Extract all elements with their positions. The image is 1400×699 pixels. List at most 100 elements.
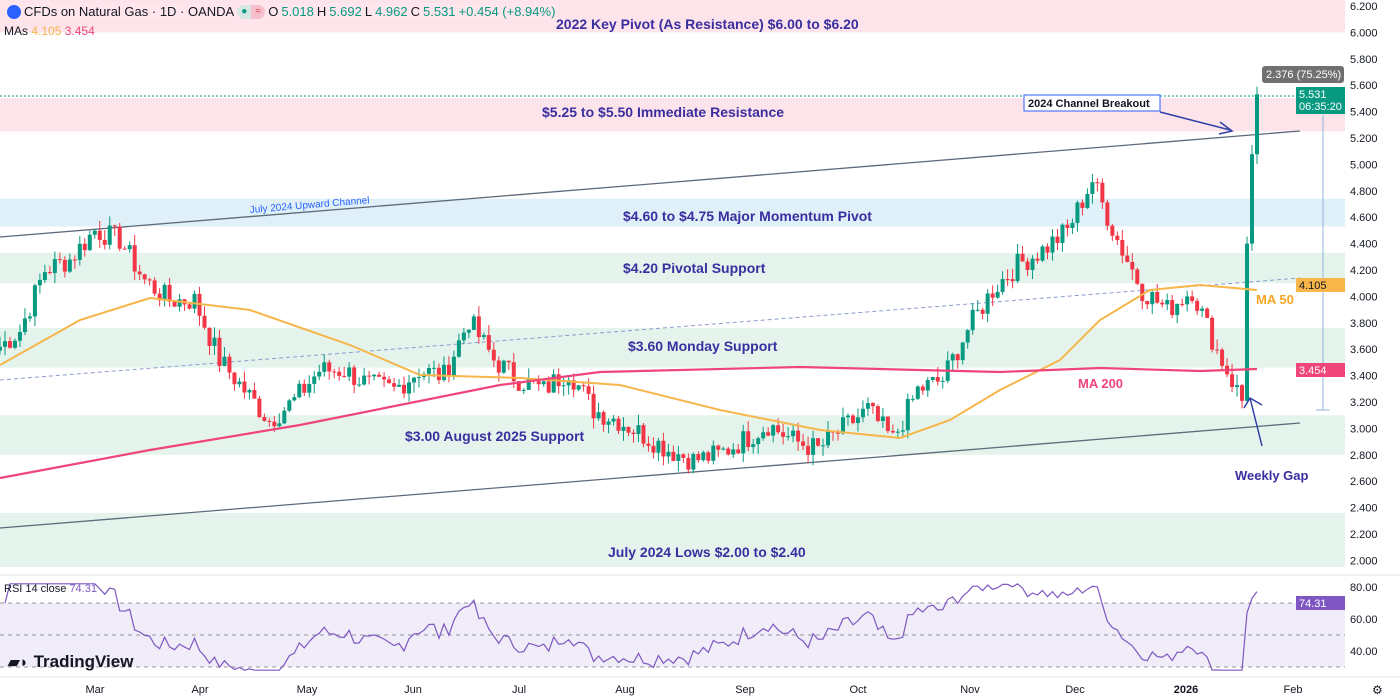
- y-tick: 2.200: [1350, 529, 1378, 541]
- candle: [766, 432, 771, 436]
- candle: [865, 403, 870, 409]
- candle: [1245, 243, 1250, 401]
- candle: [711, 445, 716, 461]
- candle: [187, 304, 192, 309]
- candle: [102, 239, 107, 245]
- candle: [202, 315, 207, 328]
- zone-3: [0, 252, 1345, 284]
- candle: [1190, 296, 1195, 301]
- y-tick: 3.400: [1350, 371, 1378, 383]
- candle: [152, 280, 157, 294]
- ma50-tag: [1296, 278, 1345, 292]
- candle: [292, 397, 297, 401]
- rsi-tag-text: 74.31: [1299, 598, 1327, 610]
- candle: [87, 234, 92, 251]
- candle: [561, 385, 566, 387]
- candle: [706, 452, 711, 461]
- rsi-legend[interactable]: RSI 14 close 74.31: [4, 583, 97, 595]
- candle: [905, 398, 910, 431]
- breakout-box: [1023, 94, 1161, 112]
- candle: [671, 451, 676, 461]
- candle: [1015, 253, 1020, 282]
- y-tick: 2.800: [1350, 450, 1378, 462]
- market-status[interactable]: ● ≈: [237, 4, 266, 19]
- candle: [436, 367, 441, 381]
- candle: [641, 425, 646, 444]
- candle: [511, 362, 516, 382]
- candle: [990, 293, 995, 298]
- candle: [1100, 182, 1105, 203]
- candle: [636, 425, 641, 435]
- y-tick: 4.400: [1350, 239, 1378, 251]
- candle: [751, 444, 756, 448]
- candle: [466, 329, 471, 333]
- candle: [1020, 253, 1025, 262]
- candle: [142, 274, 147, 280]
- candle: [456, 340, 461, 357]
- candle: [890, 430, 895, 433]
- tradingview-logo[interactable]: ▰◗ TradingView: [8, 652, 133, 672]
- candle: [1040, 246, 1045, 261]
- candle: [965, 330, 970, 343]
- candle: [112, 225, 117, 227]
- candle: [0, 346, 2, 351]
- candle: [412, 377, 417, 383]
- candle: [132, 245, 137, 272]
- candle: [880, 416, 885, 421]
- x-tick: 2026: [1174, 684, 1198, 696]
- candle: [352, 367, 357, 385]
- candle: [581, 385, 586, 387]
- candle: [786, 436, 791, 438]
- candle: [1025, 261, 1030, 270]
- candle: [1255, 94, 1259, 155]
- candle: [726, 448, 731, 455]
- ma50-line: [0, 283, 1258, 440]
- breakout-arrow: [1159, 111, 1231, 131]
- x-tick: Jul: [512, 684, 526, 696]
- candle: [157, 293, 162, 301]
- candle: [940, 380, 945, 382]
- y-tick: 5.800: [1350, 54, 1378, 66]
- candle: [217, 337, 222, 366]
- candle: [387, 379, 392, 384]
- y-tick: 4.200: [1350, 265, 1378, 277]
- candle: [980, 309, 985, 314]
- candle: [392, 383, 397, 387]
- candle: [646, 443, 651, 446]
- last-price: 5.531: [1299, 89, 1327, 101]
- candle: [147, 279, 152, 281]
- candle: [960, 342, 965, 361]
- x-tick: Oct: [849, 684, 866, 696]
- brand-name: TradingView: [33, 652, 134, 671]
- candle: [302, 383, 307, 393]
- candle: [536, 381, 541, 385]
- zone-5: [0, 415, 1345, 455]
- zone-label: July 2024 Lows $2.00 to $2.40: [608, 544, 806, 560]
- candle: [27, 316, 32, 319]
- candle: [806, 445, 811, 455]
- y-tick: 5.400: [1350, 107, 1378, 119]
- candle: [37, 280, 42, 286]
- ma-legend[interactable]: MAs 4.105 3.454: [4, 24, 95, 38]
- symbol-title[interactable]: CFDs on Natural Gas · 1D · OANDA: [24, 4, 235, 19]
- open-label: O: [268, 4, 279, 19]
- candle: [402, 384, 407, 394]
- candle: [1115, 235, 1120, 241]
- candle: [252, 390, 257, 399]
- measure-label: 2.376 (75.25%): [1266, 69, 1341, 81]
- candle: [137, 271, 142, 275]
- lower-channel-line: [0, 422, 1301, 529]
- candle: [1075, 202, 1080, 223]
- candle: [247, 390, 252, 393]
- candle: [1105, 202, 1110, 226]
- y-tick: 6.200: [1350, 1, 1378, 13]
- candle: [1135, 269, 1140, 284]
- candle: [471, 316, 476, 330]
- y-tick: 3.600: [1350, 344, 1378, 356]
- y-tick: 5.600: [1350, 80, 1378, 92]
- candle: [860, 408, 865, 418]
- candle: [566, 380, 571, 386]
- candle: [441, 364, 446, 381]
- candle: [576, 385, 581, 390]
